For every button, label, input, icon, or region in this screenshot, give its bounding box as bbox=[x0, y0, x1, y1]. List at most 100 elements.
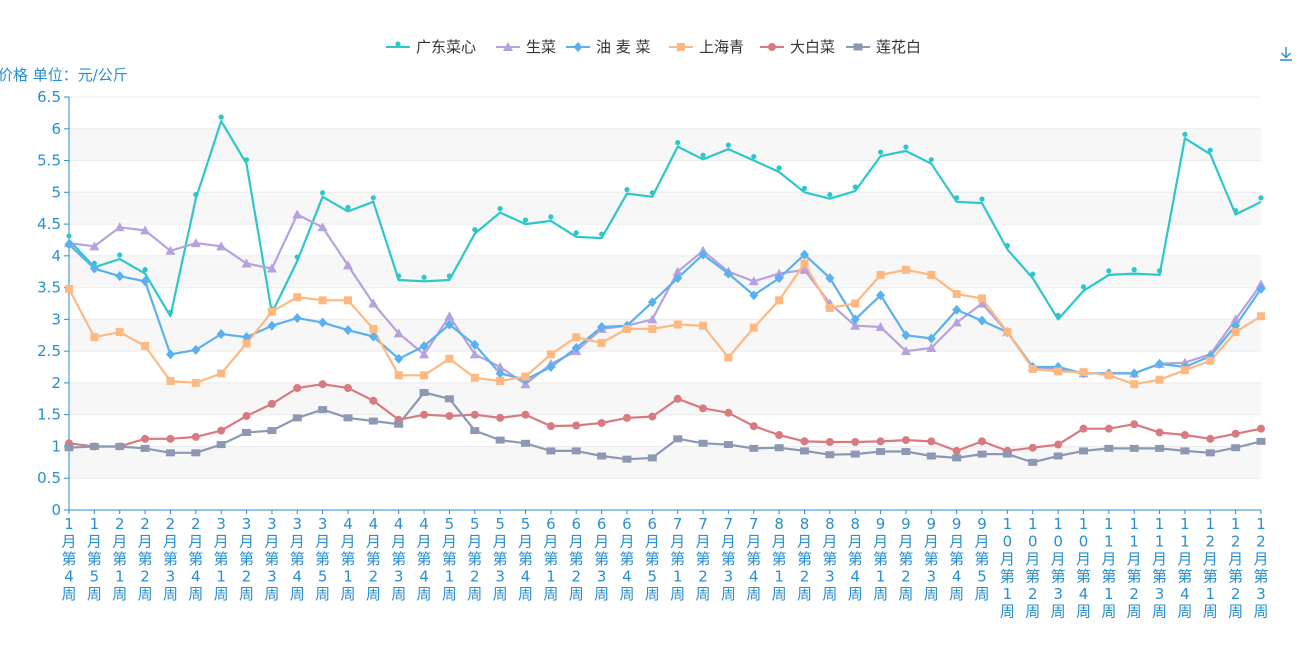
data-point bbox=[901, 448, 911, 456]
x-tick-label: 9 月第 1 周 bbox=[873, 515, 888, 603]
data-point bbox=[877, 149, 884, 155]
grid-band bbox=[69, 446, 1261, 479]
data-point bbox=[622, 413, 631, 422]
data-point bbox=[191, 378, 200, 387]
legend-label: 生菜 bbox=[526, 38, 556, 56]
data-point bbox=[497, 206, 503, 212]
data-point bbox=[875, 322, 886, 332]
data-point bbox=[1231, 429, 1240, 438]
data-point bbox=[1028, 458, 1038, 466]
data-point bbox=[318, 317, 328, 328]
data-point bbox=[419, 341, 429, 352]
legend-symbol bbox=[677, 43, 685, 51]
data-point bbox=[444, 319, 454, 330]
data-point bbox=[140, 276, 150, 287]
data-point bbox=[597, 338, 606, 347]
data-point bbox=[546, 422, 555, 431]
legend-item[interactable]: 大白菜 bbox=[760, 38, 835, 56]
x-tick-label: 4 月第 2 周 bbox=[366, 515, 381, 603]
data-point bbox=[825, 451, 835, 459]
data-point bbox=[470, 339, 480, 350]
data-point bbox=[115, 442, 125, 450]
data-point bbox=[1004, 242, 1010, 249]
grid-bands bbox=[69, 128, 1261, 479]
x-tick-label: 6 月第 5 周 bbox=[645, 515, 660, 603]
x-tick-label: 7 月第 1 周 bbox=[670, 515, 685, 603]
data-point bbox=[673, 394, 682, 403]
data-point bbox=[901, 330, 911, 341]
data-point bbox=[597, 322, 607, 333]
data-point bbox=[825, 438, 834, 447]
x-tick-label: 9 月第 5 周 bbox=[975, 515, 990, 603]
data-point bbox=[368, 298, 379, 308]
grid-band bbox=[69, 382, 1261, 415]
data-point bbox=[1078, 447, 1088, 455]
data-point bbox=[800, 259, 809, 268]
data-point bbox=[901, 265, 910, 274]
data-point bbox=[673, 320, 682, 329]
legend-item[interactable]: 广东菜心 bbox=[386, 38, 476, 56]
legend-label: 上海青 bbox=[699, 38, 744, 56]
data-point bbox=[673, 435, 683, 443]
data-point bbox=[1155, 358, 1165, 369]
legend-symbol bbox=[395, 41, 401, 47]
x-tick-label: 9 月第 2 周 bbox=[898, 515, 913, 603]
data-point bbox=[598, 231, 605, 237]
data-point bbox=[445, 411, 454, 420]
data-point bbox=[800, 437, 809, 446]
legend-label: 大白菜 bbox=[790, 38, 835, 56]
data-point bbox=[851, 299, 860, 308]
data-point bbox=[521, 372, 530, 381]
data-point bbox=[496, 377, 505, 386]
data-point bbox=[977, 298, 988, 308]
legend-item[interactable]: 上海青 bbox=[669, 38, 744, 56]
x-tick-label: 5 月第 3 周 bbox=[493, 515, 508, 603]
data-point bbox=[191, 344, 201, 355]
data-point bbox=[926, 342, 937, 352]
data-point bbox=[218, 114, 224, 120]
data-point bbox=[89, 442, 99, 450]
x-tick-label: 1 月第 5 周 bbox=[87, 515, 102, 603]
data-point bbox=[573, 230, 579, 236]
data-point bbox=[954, 195, 960, 201]
data-point bbox=[65, 284, 73, 293]
data-point bbox=[952, 289, 961, 298]
series-line bbox=[68, 243, 1262, 381]
data-point bbox=[114, 222, 125, 232]
y-tick-label: 5.5 bbox=[37, 152, 61, 170]
x-tick-label: 8 月第 2 周 bbox=[797, 515, 812, 603]
legend-item[interactable]: 莲花白 bbox=[846, 38, 921, 56]
data-point bbox=[472, 227, 478, 233]
data-point bbox=[1207, 147, 1213, 153]
data-point bbox=[700, 152, 706, 158]
x-tick-label: 3 月第 3 周 bbox=[264, 515, 279, 603]
data-point bbox=[165, 245, 176, 255]
data-point bbox=[1030, 271, 1036, 277]
data-point bbox=[394, 371, 403, 380]
legend-item[interactable]: 油 麦 菜 bbox=[566, 38, 651, 56]
data-point bbox=[521, 410, 530, 419]
data-point bbox=[267, 307, 276, 316]
data-point bbox=[876, 448, 886, 456]
data-point bbox=[1003, 328, 1012, 337]
legend[interactable]: 广东菜心 生菜 油 麦 菜 上海青 大白菜 莲花白 bbox=[386, 38, 921, 56]
data-point bbox=[167, 309, 174, 315]
data-point bbox=[749, 323, 758, 332]
data-point bbox=[749, 444, 759, 452]
x-tick-label: 4 月第 3 周 bbox=[391, 515, 406, 603]
data-point bbox=[166, 434, 175, 443]
x-tick-label: 6 月第 2 周 bbox=[569, 515, 584, 603]
data-point bbox=[749, 290, 759, 301]
data-point bbox=[876, 270, 885, 279]
y-tick-label: 6.5 bbox=[37, 88, 61, 106]
x-tick-label: 4 月第 4 周 bbox=[417, 515, 432, 603]
grid-band bbox=[69, 192, 1261, 225]
data-point bbox=[928, 157, 934, 163]
data-point bbox=[622, 324, 631, 333]
data-point bbox=[1104, 371, 1113, 380]
data-point bbox=[1231, 328, 1240, 337]
legend-item[interactable]: 生菜 bbox=[496, 38, 556, 56]
download-icon[interactable] bbox=[1280, 47, 1292, 61]
data-point bbox=[444, 311, 455, 321]
data-point bbox=[1155, 375, 1164, 384]
